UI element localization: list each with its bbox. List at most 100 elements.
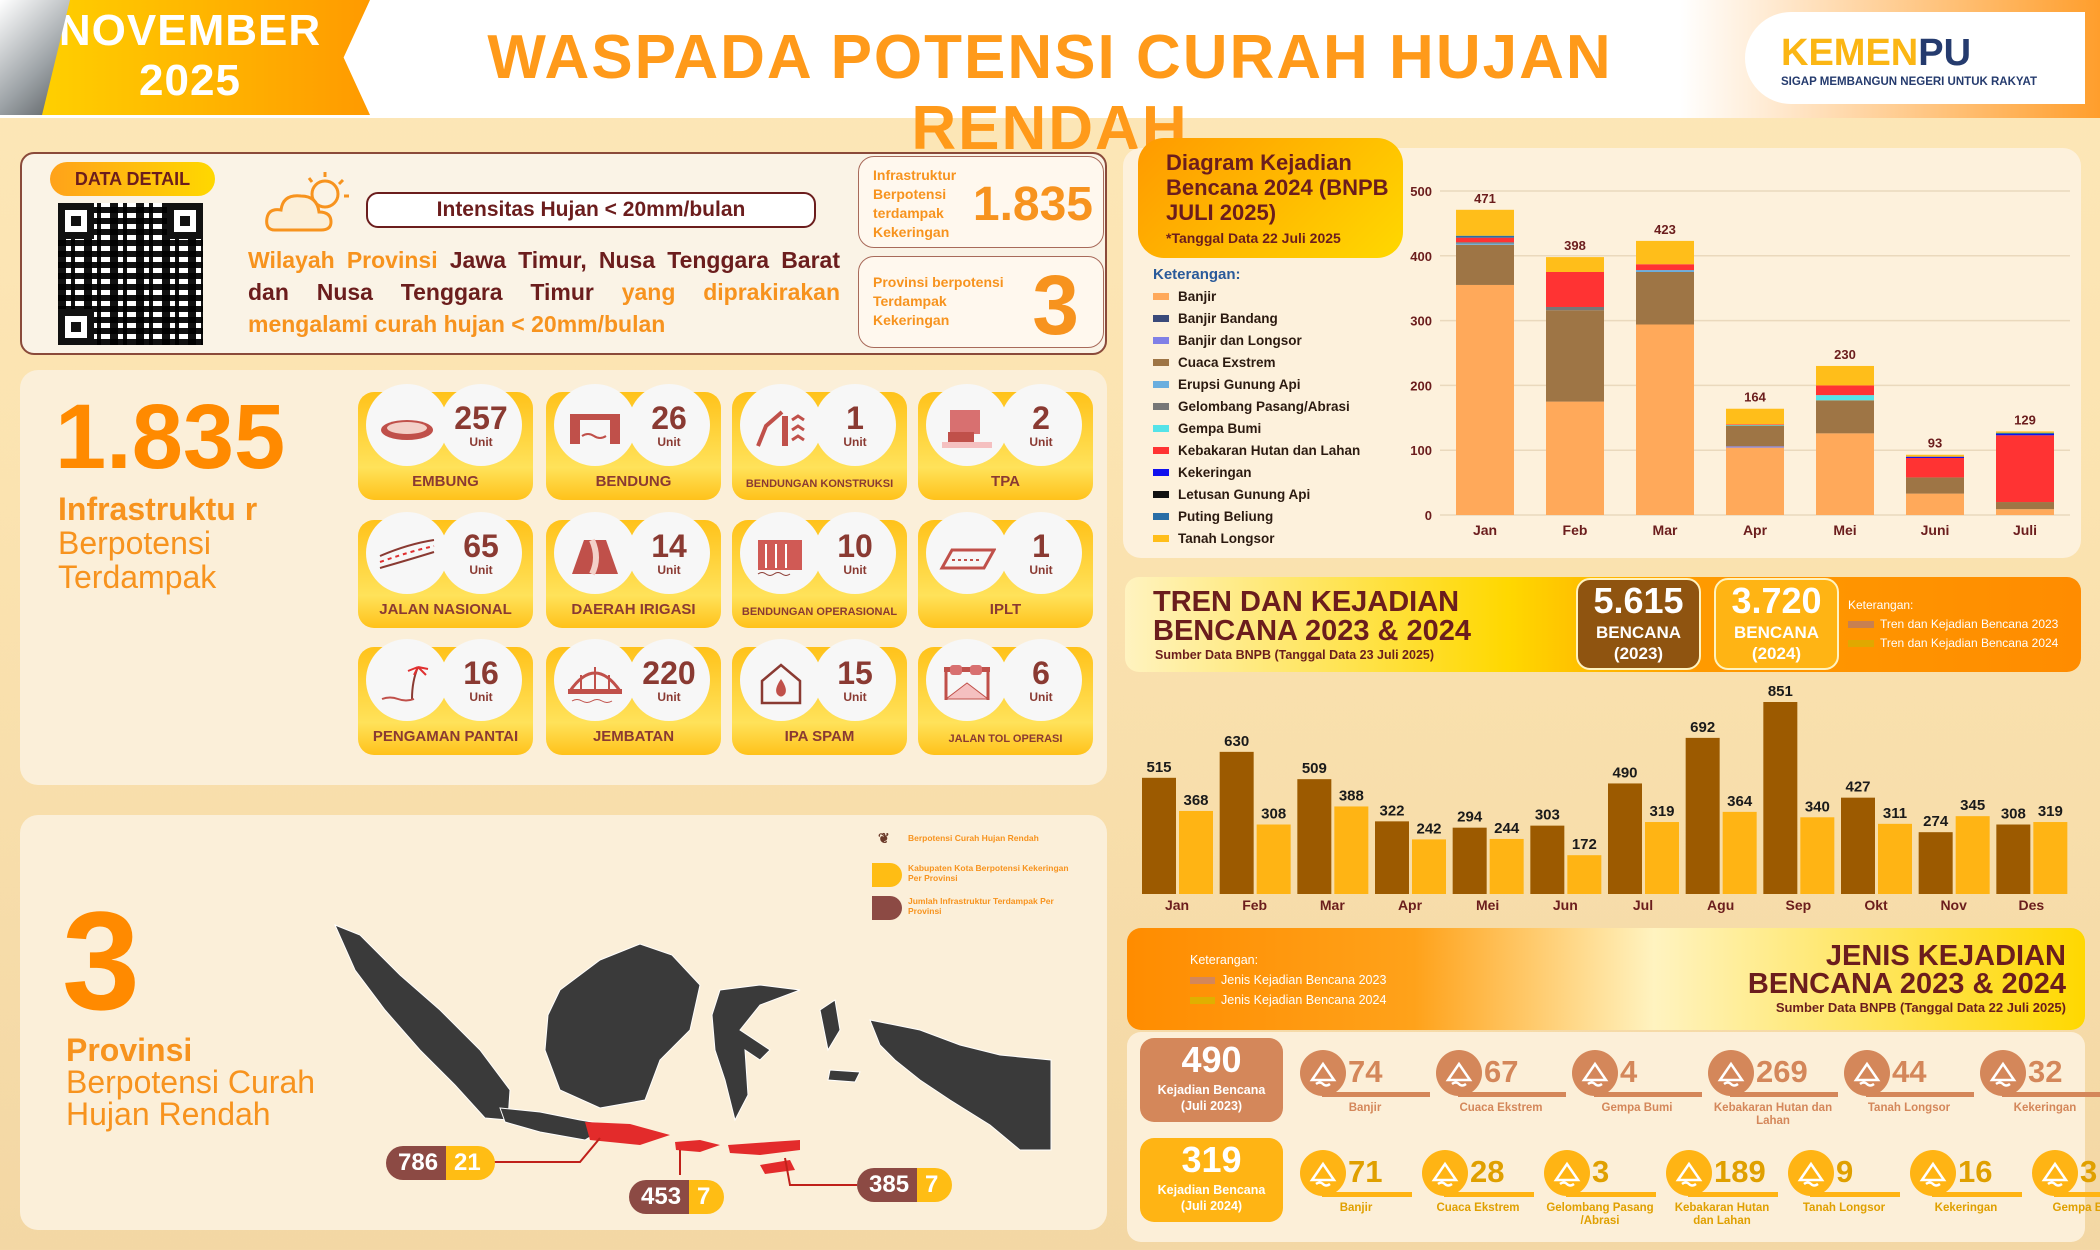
infra-count: 786 (386, 1146, 447, 1180)
infra-tile: 1 Unit BENDUNGAN KONSTRUKSI (732, 384, 907, 500)
infra-tile: 14 Unit DAERAH IRIGASI (546, 512, 721, 628)
jenis-row: 71 Banjir 28 Cuaca Ekstrem 3 Gelombang P… (1300, 1150, 2100, 1230)
bar-2024 (1412, 839, 1446, 894)
bar-segment (1906, 454, 1964, 457)
legend-swatch (1153, 358, 1169, 366)
map-legend-item: Kabupaten Kota Berpotensi Kekeringan Per… (872, 863, 1078, 887)
bar-segment (1456, 237, 1514, 243)
bar-2024 (1645, 822, 1679, 894)
bar-value-label: 322 (1379, 802, 1404, 819)
bar-value-label: 340 (1805, 798, 1830, 815)
storm-icon (1436, 1050, 1482, 1096)
jenis-value: 269 (1756, 1054, 1808, 1089)
jenis-item: 44 Tanah Longsor (1844, 1050, 1974, 1130)
weir-icon (570, 414, 620, 444)
bar-segment (1456, 209, 1514, 236)
bar-2023 (1841, 797, 1875, 894)
infra-count: 6 (1032, 655, 1050, 691)
bar-segment (1816, 395, 1874, 401)
jenis-item: 16 Kekeringan (1910, 1150, 2022, 1230)
bar-2023 (1608, 783, 1642, 894)
x-tick-label: Mar (1320, 897, 1345, 913)
bar-value-label: 319 (1649, 803, 1674, 820)
legend-item: Kebakaran Hutan dan Lahan (1153, 439, 1360, 461)
infra-name: IPA SPAM (784, 728, 855, 745)
y-tick-label: 0 (1425, 508, 1432, 523)
legend-swatch (1153, 512, 1169, 520)
month-label: NOVEMBER (58, 6, 322, 55)
x-tick-label: Jan (1165, 897, 1189, 913)
bar-segment (1546, 401, 1604, 515)
bar-segment (1636, 324, 1694, 515)
legend-item: Kekeringan (1153, 461, 1360, 483)
x-tick-label: Jan (1473, 522, 1497, 538)
map-legend-item: ❦ Berpotensi Curah Hujan Rendah (878, 830, 1039, 846)
jenis-legend: Keterangan: Jenis Kejadian Bencana 2023 … (1190, 953, 1387, 1007)
bar-2024 (1878, 823, 1912, 894)
bar-2023 (1452, 827, 1487, 894)
bar-segment (1546, 257, 1604, 272)
bar-segment (1726, 408, 1784, 425)
bar-2023 (1530, 825, 1565, 894)
jenis-item: 32 Kekeringan (1980, 1050, 2100, 1130)
cloud-sun-icon (265, 172, 349, 232)
legend-swatch (1153, 534, 1169, 542)
tren-legend: Keterangan: Tren dan Kejadian Bencana 20… (1848, 598, 2059, 650)
jenis-label: Banjir (1348, 1102, 1382, 1114)
bar-value-label: 319 (2038, 803, 2063, 820)
jenis-value: 74 (1348, 1054, 1383, 1089)
bar-value-label: 490 (1612, 764, 1637, 781)
bar-segment (1996, 435, 2054, 503)
bar-2024 (1179, 810, 1213, 894)
month-tab: NOVEMBER 2025 (40, 0, 370, 115)
jenis-label: Cuaca Ekstrem (1436, 1202, 1520, 1214)
legend-swatch (1153, 490, 1169, 498)
infra-count: 2 (1032, 400, 1050, 436)
bar-2023 (1219, 751, 1254, 894)
bar-2023 (1375, 821, 1409, 894)
x-tick-label: Mei (1833, 522, 1856, 538)
logo-wordmark: KEMENPU (1781, 32, 1972, 74)
jenis-source: Sumber Data BNPB (Tanggal Data 22 Juli 2… (1775, 1000, 2066, 1015)
dam-icon (757, 540, 802, 576)
bar-value-label: 242 (1416, 820, 1441, 837)
infra-name: TPA (991, 473, 1020, 490)
bar-value-label: 308 (1261, 806, 1286, 823)
bar-2024 (1722, 811, 1757, 894)
intensity-label: Intensitas Hujan < 20mm/bulan (366, 192, 816, 228)
legend-item: Cuaca Exstrem (1153, 351, 1360, 373)
jenis-item: 4 Gempa Bumi (1572, 1050, 1702, 1130)
infra-tile: 15 Unit IPA SPAM (732, 639, 907, 755)
bar-segment (1816, 365, 1874, 386)
bar-value-label: 308 (2001, 806, 2026, 823)
bar-value-label: 630 (1224, 733, 1249, 750)
legend-swatch (1153, 380, 1169, 388)
legend-swatch (1153, 292, 1169, 300)
storm-icon (1422, 1150, 1468, 1196)
forest-fire-icon (1666, 1150, 1712, 1196)
infra-unit: Unit (843, 563, 867, 577)
infra-name: BENDUNGAN KONSTRUKSI (745, 478, 894, 490)
bar-total-label: 129 (2014, 412, 2036, 427)
jenis-label: Gelombang Pasang /Abrasi (1546, 1202, 1654, 1227)
infra-tile: 6 Unit JALAN TOL OPERASI (918, 639, 1093, 755)
jenis-label: Gempa Bumi (1601, 1102, 1673, 1114)
province-affected-card: Provinsi berpotensi Terdampak Kekeringan… (858, 256, 1104, 352)
infra-count: 1 (846, 400, 864, 436)
qr-code[interactable] (58, 203, 203, 345)
bar-total-label: 93 (1928, 436, 1942, 451)
bar-segment (1456, 284, 1514, 515)
bar-total-label: 398 (1564, 238, 1586, 253)
bar-2024 (1955, 816, 1990, 894)
jenis-total: 319 Kejadian Bencana (Juli 2024) (1140, 1138, 1283, 1222)
jenis-value: 44 (1892, 1054, 1927, 1089)
bar-segment (1816, 400, 1874, 434)
jenis-label: Tanah Longsor (1867, 1102, 1951, 1114)
legend-item: Erupsi Gunung Api (1153, 373, 1360, 395)
x-tick-label: Jun (1553, 897, 1578, 913)
landslide-icon (1788, 1150, 1834, 1196)
drought-icon (1910, 1150, 1956, 1196)
data-detail-button[interactable]: DATA DETAIL (50, 162, 215, 196)
tren-title: TREN DAN KEJADIAN BENCANA 2023 & 2024 (1153, 586, 1472, 647)
x-tick-label: Juni (1921, 522, 1950, 538)
